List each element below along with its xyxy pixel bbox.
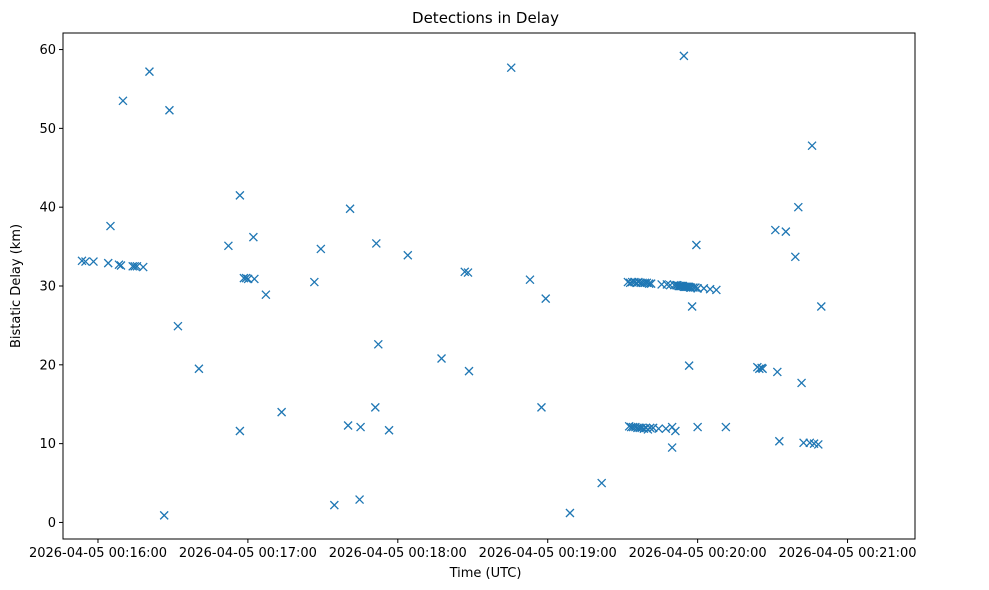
x-tick-label: 2026-04-05 00:21:00 [779, 546, 917, 561]
data-point-marker [463, 268, 473, 278]
data-point-marker [371, 238, 381, 248]
data-point-marker [261, 290, 271, 300]
y-tick-label: 0 [48, 516, 56, 531]
data-point-marker [248, 232, 258, 242]
y-tick-label: 10 [39, 437, 56, 452]
data-point-marker [403, 250, 413, 260]
data-point-marker [164, 105, 174, 115]
y-tick-label: 30 [39, 280, 56, 295]
data-point-marker [159, 510, 169, 520]
data-point-marker [816, 302, 826, 311]
data-point-marker [807, 141, 817, 151]
data-point-marker [249, 274, 259, 284]
data-point-marker [758, 364, 768, 374]
x-tick-label: 2026-04-05 00:16:00 [29, 546, 167, 561]
data-point-marker [772, 367, 782, 377]
x-tick-label: 2026-04-05 00:18:00 [329, 546, 467, 561]
y-tick-label: 20 [39, 358, 56, 373]
data-point-marker [343, 421, 353, 430]
data-point-marker [693, 422, 703, 432]
data-point-marker [646, 279, 656, 289]
data-point-marker [711, 285, 721, 295]
data-point-marker [114, 260, 124, 270]
chart-title: Detections in Delay [412, 9, 559, 27]
data-point-marker [81, 257, 90, 267]
data-point-marker [194, 364, 204, 374]
data-point-marker [384, 425, 394, 435]
data-point-marker [241, 273, 251, 283]
plot-area-frame [62, 32, 916, 540]
data-point-marker [797, 378, 807, 388]
y-axis-ticks: 0 10 20 30 40 50 60 [39, 43, 63, 531]
data-point-marker [597, 478, 607, 488]
data-point-marker [687, 302, 697, 311]
data-point-marker [670, 426, 680, 436]
data-point-marker [565, 508, 575, 518]
data-point-marker [356, 422, 366, 432]
data-point-marker [277, 407, 287, 417]
data-point-marker [645, 423, 655, 433]
data-point-marker [460, 267, 470, 277]
data-point-marker [128, 261, 138, 271]
data-point-marker [130, 261, 140, 271]
data-point-marker [525, 275, 535, 285]
data-point-marker [667, 443, 677, 453]
scatter-points [77, 51, 826, 520]
data-point-marker [774, 436, 784, 446]
data-point-marker [506, 63, 516, 73]
data-point-marker [781, 227, 791, 237]
data-point-marker [223, 241, 233, 251]
data-point-marker [464, 366, 474, 376]
data-point-marker [754, 364, 764, 374]
data-point-marker [116, 261, 126, 270]
data-point-marker [690, 283, 700, 293]
x-tick-label: 2026-04-05 00:17:00 [179, 546, 317, 561]
data-point-marker [790, 252, 800, 262]
data-point-marker [89, 257, 98, 267]
x-axis-ticks: 2026-04-05 00:16:00 2026-04-05 00:17:00 20… [29, 539, 917, 561]
y-tick-label: 50 [39, 122, 56, 137]
data-point-marker [106, 221, 115, 231]
data-point-marker [437, 354, 446, 363]
data-point-marker [721, 422, 731, 432]
data-point-marker [813, 439, 823, 449]
y-tick-label: 40 [39, 201, 56, 216]
data-point-marker [144, 67, 154, 77]
data-point-marker [118, 96, 128, 106]
y-tick-label: 60 [39, 43, 56, 58]
data-point-marker [329, 500, 339, 510]
data-point-marker [235, 190, 245, 200]
data-point-marker [770, 225, 780, 235]
data-point-marker [541, 294, 551, 304]
data-point-marker [373, 339, 383, 349]
x-tick-label: 2026-04-05 00:20:00 [629, 546, 767, 561]
x-axis-title: Time (UTC) [449, 566, 522, 581]
data-point-marker [316, 244, 326, 254]
data-point-marker [103, 258, 113, 268]
data-point-marker [654, 424, 664, 434]
data-point-marker [77, 256, 87, 266]
data-point-marker [370, 402, 380, 412]
data-point-marker [309, 277, 319, 287]
data-point-marker [662, 279, 672, 289]
data-point-marker [138, 262, 148, 272]
data-point-marker [355, 495, 365, 505]
data-point-marker [684, 361, 694, 371]
x-tick-label: 2026-04-05 00:19:00 [479, 546, 617, 561]
data-point-marker [173, 321, 183, 331]
data-point-marker [793, 202, 803, 212]
data-point-marker [691, 240, 701, 250]
data-point-marker [679, 51, 689, 61]
data-point-marker [623, 277, 633, 287]
data-point-marker [235, 426, 245, 436]
data-point-marker [644, 279, 654, 289]
data-point-marker [537, 402, 546, 412]
data-point-marker [345, 204, 355, 214]
y-axis-title: Bistatic Delay (km) [9, 224, 24, 348]
